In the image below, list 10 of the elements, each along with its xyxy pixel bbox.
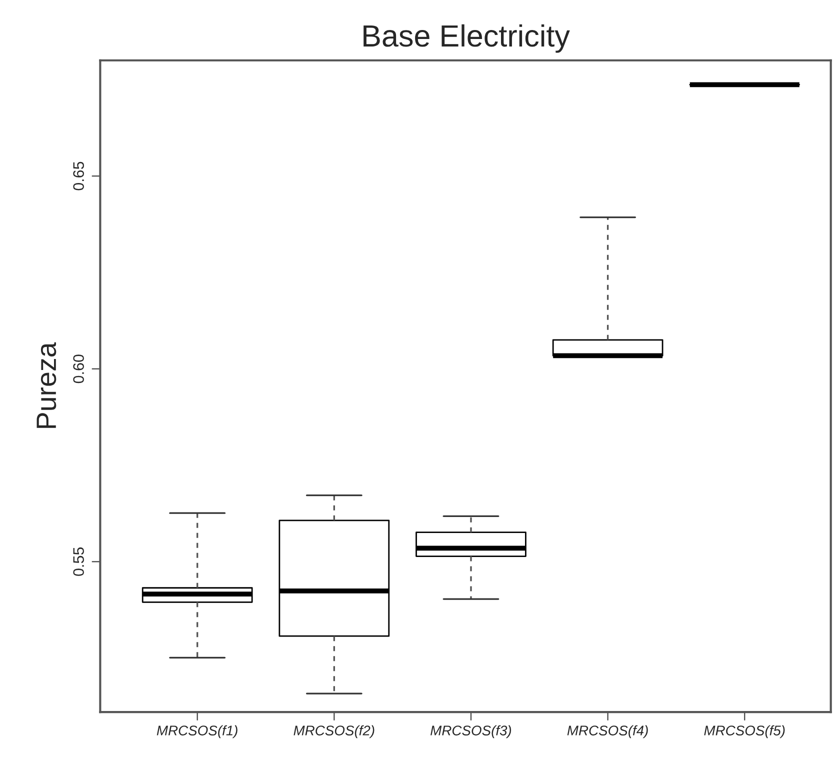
x-tick-label: MRCSOS(f3) [430,725,512,738]
y-tick-label: 0.60 [73,354,84,384]
x-tick-label: MRCSOS(f2) [294,725,374,738]
chart-title: Base Electricity [364,24,570,53]
x-tick-label: MRCSOS(f1) [156,725,238,738]
y-tick-label: 0.55 [73,547,84,576]
y-tick-label: 0.65 [73,162,84,190]
x-tick-label: MRCSOS(f4) [567,725,648,738]
y-axis-title: Pureza [36,342,56,428]
x-tick-label: MRCSOS(f5) [704,725,785,738]
